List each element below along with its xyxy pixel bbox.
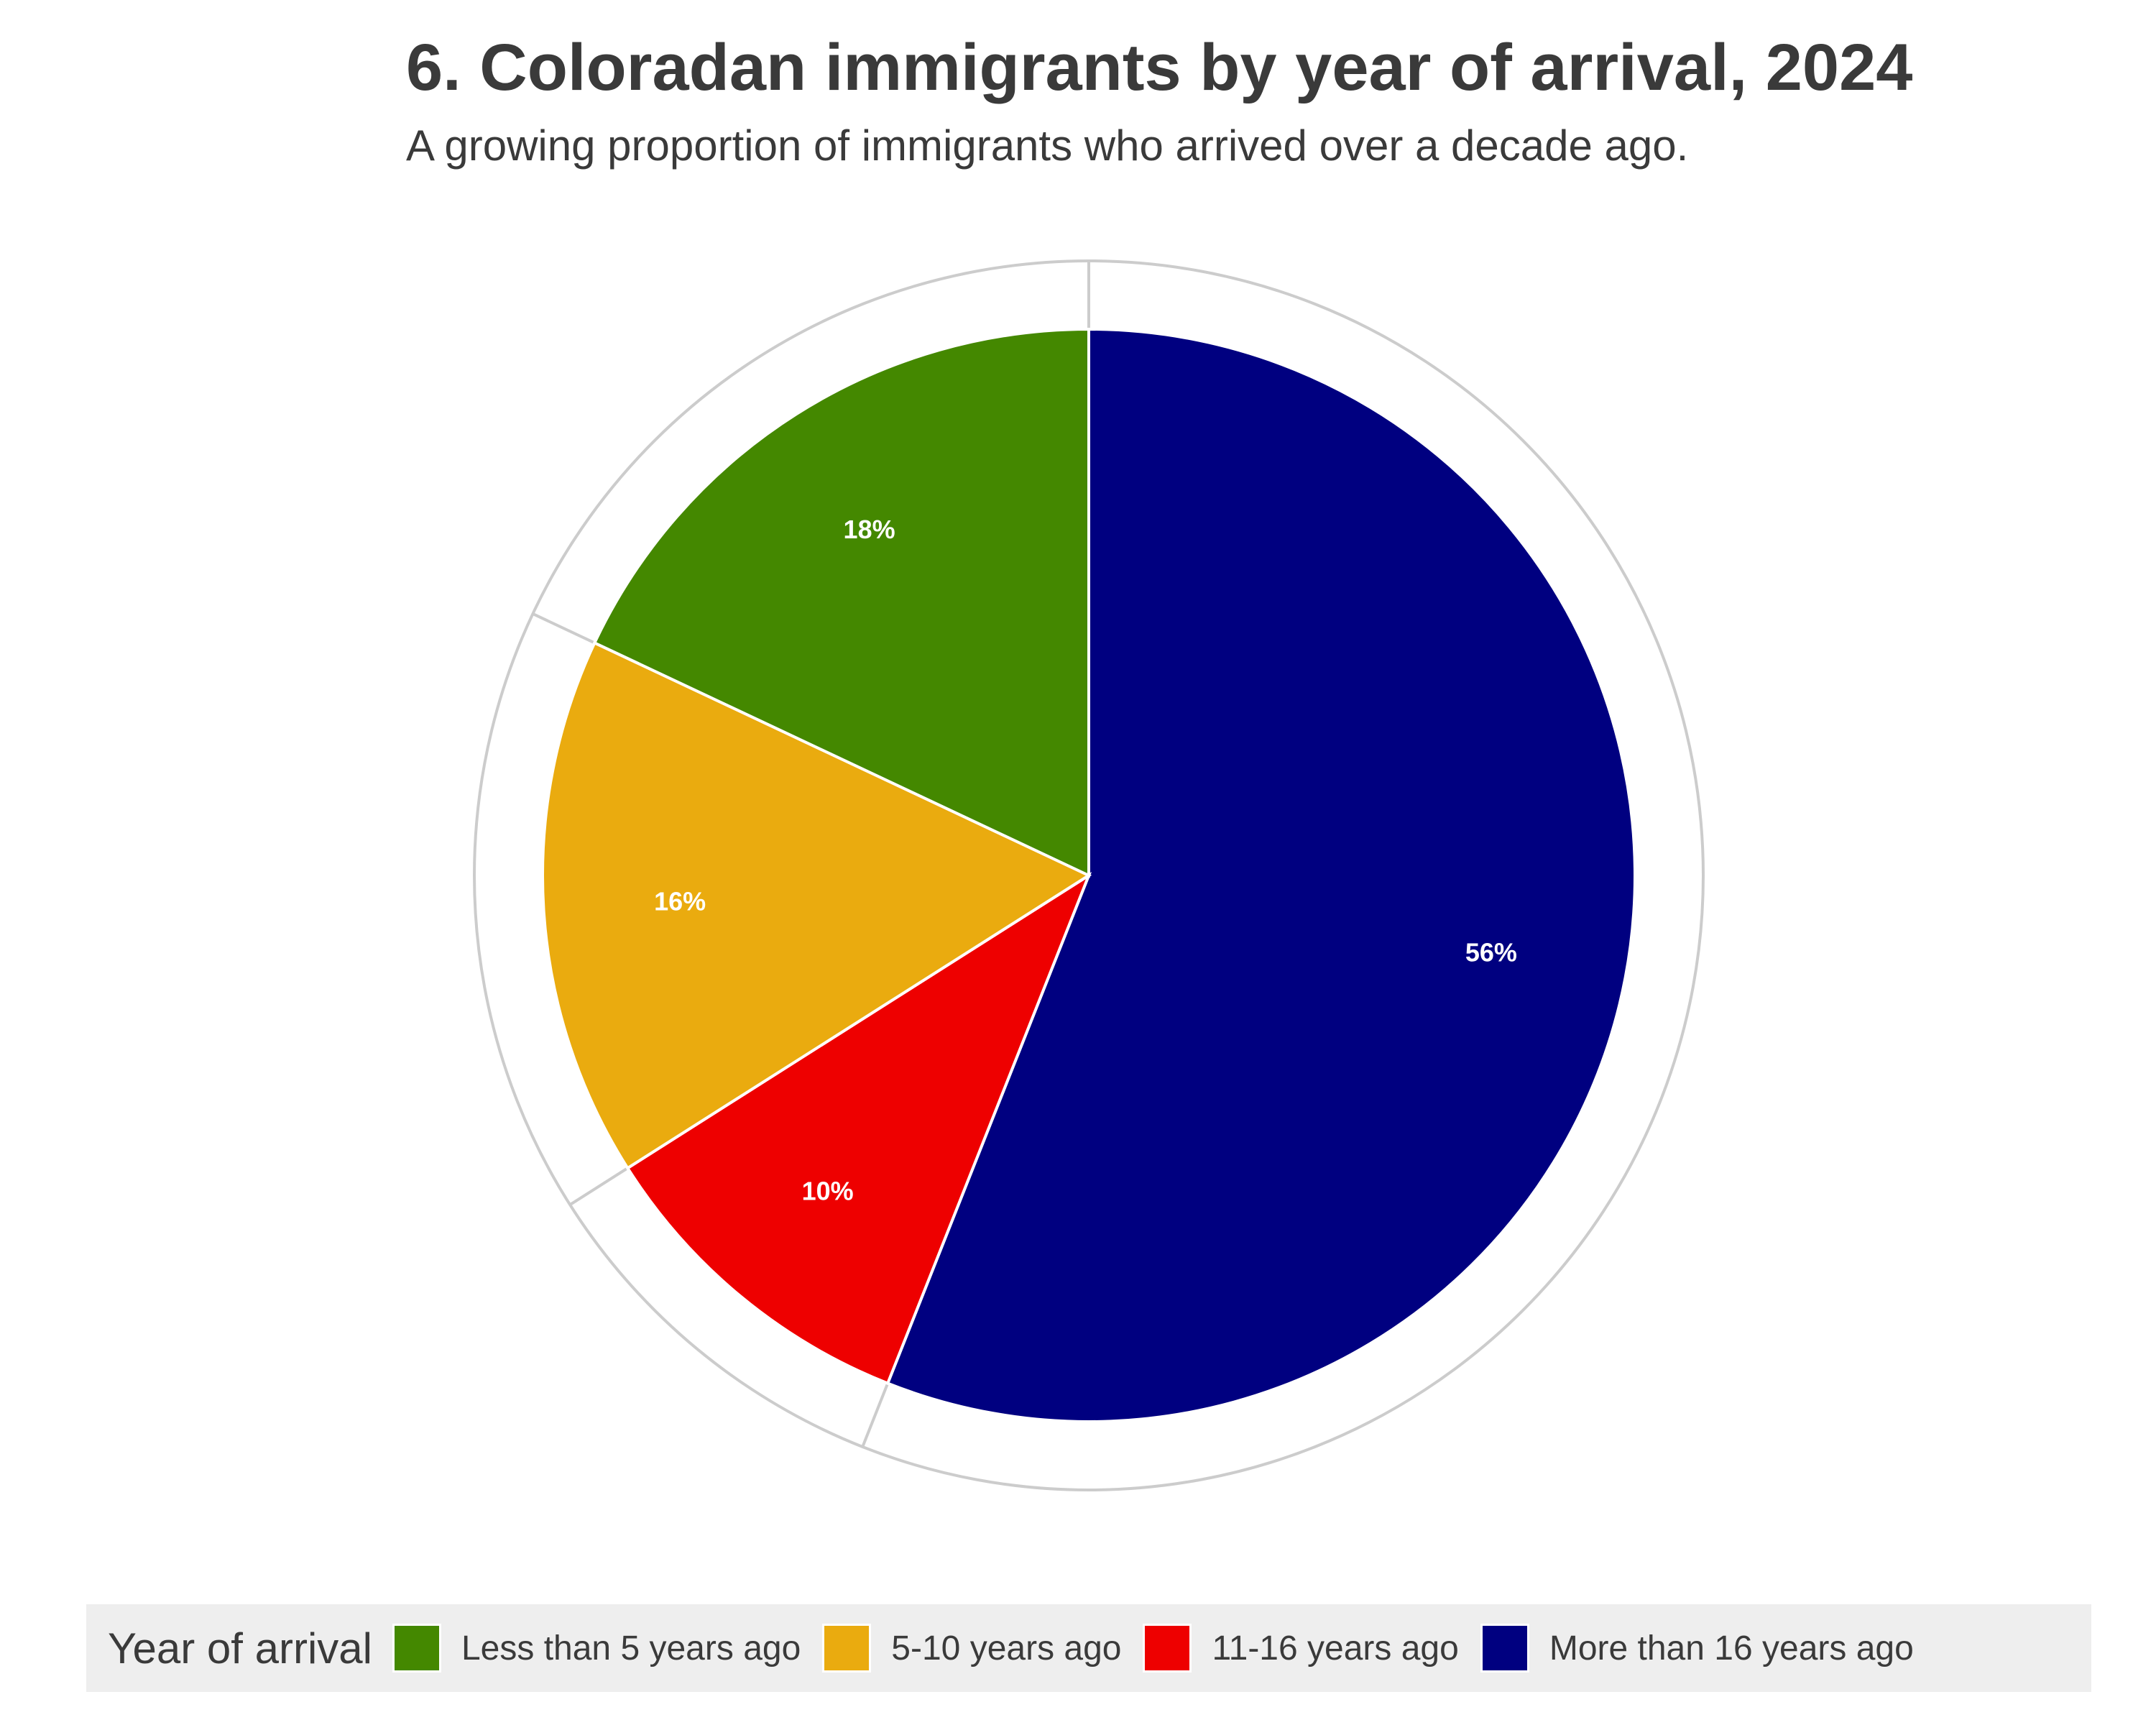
legend-swatch-more-than-16 bbox=[1480, 1624, 1529, 1673]
pie-slice-labels: 56% 10% 16% 18% bbox=[654, 515, 1517, 1205]
grid-ticks bbox=[532, 261, 1090, 1448]
pie-label-less-than-5-years-ago: 18% bbox=[844, 515, 895, 544]
legend-item-less-than-5: Less than 5 years ago bbox=[392, 1624, 801, 1673]
legend-label-more-than-16: More than 16 years ago bbox=[1549, 1629, 1914, 1668]
legend-item-more-than-16: More than 16 years ago bbox=[1480, 1624, 1914, 1673]
legend-swatch-11-16 bbox=[1143, 1624, 1192, 1673]
legend-title: Year of arrival bbox=[108, 1624, 372, 1673]
pie-slice-11-16-years-ago bbox=[625, 872, 1092, 1386]
pie-slice-less-than-5-years-ago bbox=[592, 327, 1090, 878]
legend-label-11-16: 11-16 years ago bbox=[1212, 1629, 1459, 1668]
grid-tick-5-10-years-ago bbox=[569, 1167, 629, 1206]
grid-tick-11-16-years-ago bbox=[861, 1382, 890, 1448]
chart-subtitle: A growing proportion of immigrants who a… bbox=[406, 121, 1689, 170]
pie-slice-5-10-years-ago bbox=[541, 640, 1092, 1170]
pie-slices bbox=[541, 327, 1636, 1423]
pie-label-5-10-years-ago: 16% bbox=[654, 886, 706, 916]
pie-slice-more-than-16-years-ago bbox=[885, 327, 1636, 1423]
legend: Year of arrival Less than 5 years ago 5-… bbox=[86, 1604, 2091, 1692]
legend-item-5-10: 5-10 years ago bbox=[822, 1624, 1121, 1673]
pie-label-11-16-years-ago: 10% bbox=[802, 1177, 854, 1206]
chart-title: 6. Coloradan immigrants by year of arriv… bbox=[406, 31, 1913, 104]
grid-tick-less-than-5-years-ago bbox=[532, 612, 596, 645]
legend-label-5-10: 5-10 years ago bbox=[891, 1629, 1122, 1668]
legend-item-11-16: 11-16 years ago bbox=[1143, 1624, 1459, 1673]
pie-label-more-than-16-years-ago: 56% bbox=[1465, 937, 1517, 967]
legend-label-less-than-5: Less than 5 years ago bbox=[461, 1629, 801, 1668]
legend-swatch-less-than-5 bbox=[392, 1624, 441, 1673]
legend-swatch-5-10 bbox=[822, 1624, 872, 1673]
